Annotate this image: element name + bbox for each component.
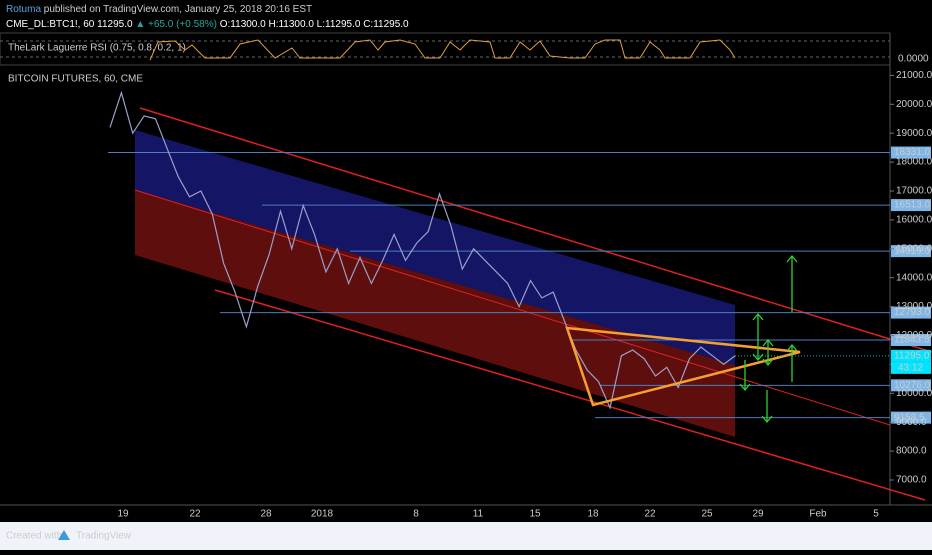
level-label: 9158.5 xyxy=(894,412,925,423)
indicator-line xyxy=(149,39,736,61)
x-tick-label: 5 xyxy=(873,509,879,520)
last: 11295.0 xyxy=(97,19,133,30)
x-tick-label: 2018 xyxy=(311,509,334,520)
level-box xyxy=(891,245,931,258)
y-tick-label: 14000.0 xyxy=(896,272,932,283)
y-tick-label: 17000.0 xyxy=(896,186,932,197)
footer-bar xyxy=(0,522,932,550)
quote-line: CME_DL:BTC1!, 60 11295.0 ▲ +65.0 (+0.58%… xyxy=(6,19,409,30)
countdown: 43:12 xyxy=(898,363,923,374)
chart-title: BITCOIN FUTURES, 60, CME xyxy=(8,74,143,85)
x-tick-label: 22 xyxy=(189,509,201,520)
y-tick-label: 12000.0 xyxy=(896,330,932,341)
price-line xyxy=(109,90,736,410)
level-box xyxy=(891,199,931,212)
x-tick-label: 11 xyxy=(473,509,484,520)
target-arrows xyxy=(739,254,798,424)
countdown-box xyxy=(891,361,931,374)
y-tick-label: 10000.0 xyxy=(896,388,932,399)
x-tick-label: 28 xyxy=(260,509,272,520)
x-tick-label: 25 xyxy=(701,509,713,520)
y-tick-label: 18000.0 xyxy=(896,157,932,168)
footer-brand[interactable]: TradingView xyxy=(76,531,132,542)
y-tick-label: 15000.0 xyxy=(896,243,932,254)
y-tick-label: 7000.0 xyxy=(896,475,927,486)
x-tick-label: 19 xyxy=(117,509,129,520)
symbol: CME_DL:BTC1!, 60 xyxy=(6,19,95,30)
author: Rotuma xyxy=(6,4,41,15)
y-tick-label: 9000.0 xyxy=(896,417,927,428)
published: published on TradingView.com, January 25… xyxy=(44,4,312,15)
header-line: Rotuma published on TradingView.com, Jan… xyxy=(6,4,312,15)
x-tick-label: 29 xyxy=(752,509,764,520)
level-box xyxy=(891,379,931,392)
level-box xyxy=(891,334,931,347)
upper-channel-fill xyxy=(135,130,735,365)
y-tick-label: 21000.0 xyxy=(896,70,932,81)
level-label: 11843.5 xyxy=(894,335,930,346)
y-tick-label: 8000.0 xyxy=(896,446,927,457)
level-box xyxy=(891,306,931,319)
triangle xyxy=(565,326,801,407)
indicator-value: 0.0000 xyxy=(898,54,929,65)
y-tick-label: 20000.0 xyxy=(896,99,932,110)
lower-channel-fill xyxy=(135,190,735,437)
level-box xyxy=(891,411,931,424)
indicator-name: TheLark Laguerre RSI (0.75, 0.8, 0.2, 1) xyxy=(8,43,186,54)
level-label: 10276.0 xyxy=(894,380,931,391)
current-price-box xyxy=(891,349,931,362)
level-label: 14919.0 xyxy=(894,246,931,257)
x-tick-label: 8 xyxy=(413,509,419,520)
current-price-label: 11295.0 xyxy=(894,351,930,362)
x-tick-label: 15 xyxy=(529,509,541,520)
y-tick-label: 19000.0 xyxy=(896,128,932,139)
level-label: 16513.0 xyxy=(894,200,931,211)
level-label: 12793.0 xyxy=(894,307,931,318)
x-tick-label: Feb xyxy=(809,509,827,520)
footer-created: Created with xyxy=(6,531,62,542)
y-tick-label: 16000.0 xyxy=(896,215,932,226)
level-box xyxy=(891,146,931,159)
y-tick-label: 13000.0 xyxy=(896,301,932,312)
channel-mid xyxy=(134,189,891,426)
channel-bottom xyxy=(214,289,926,501)
level-label: 18331.0 xyxy=(894,147,931,158)
footer-logo xyxy=(58,530,70,540)
x-tick-label: 18 xyxy=(587,509,599,520)
channel-top xyxy=(139,107,932,353)
change: ▲ +65.0 (+0.58%) xyxy=(135,19,217,30)
ohlc: O:11300.0 H:11300.0 L:11295.0 C:11295.0 xyxy=(220,19,409,30)
x-tick-label: 22 xyxy=(644,509,656,520)
